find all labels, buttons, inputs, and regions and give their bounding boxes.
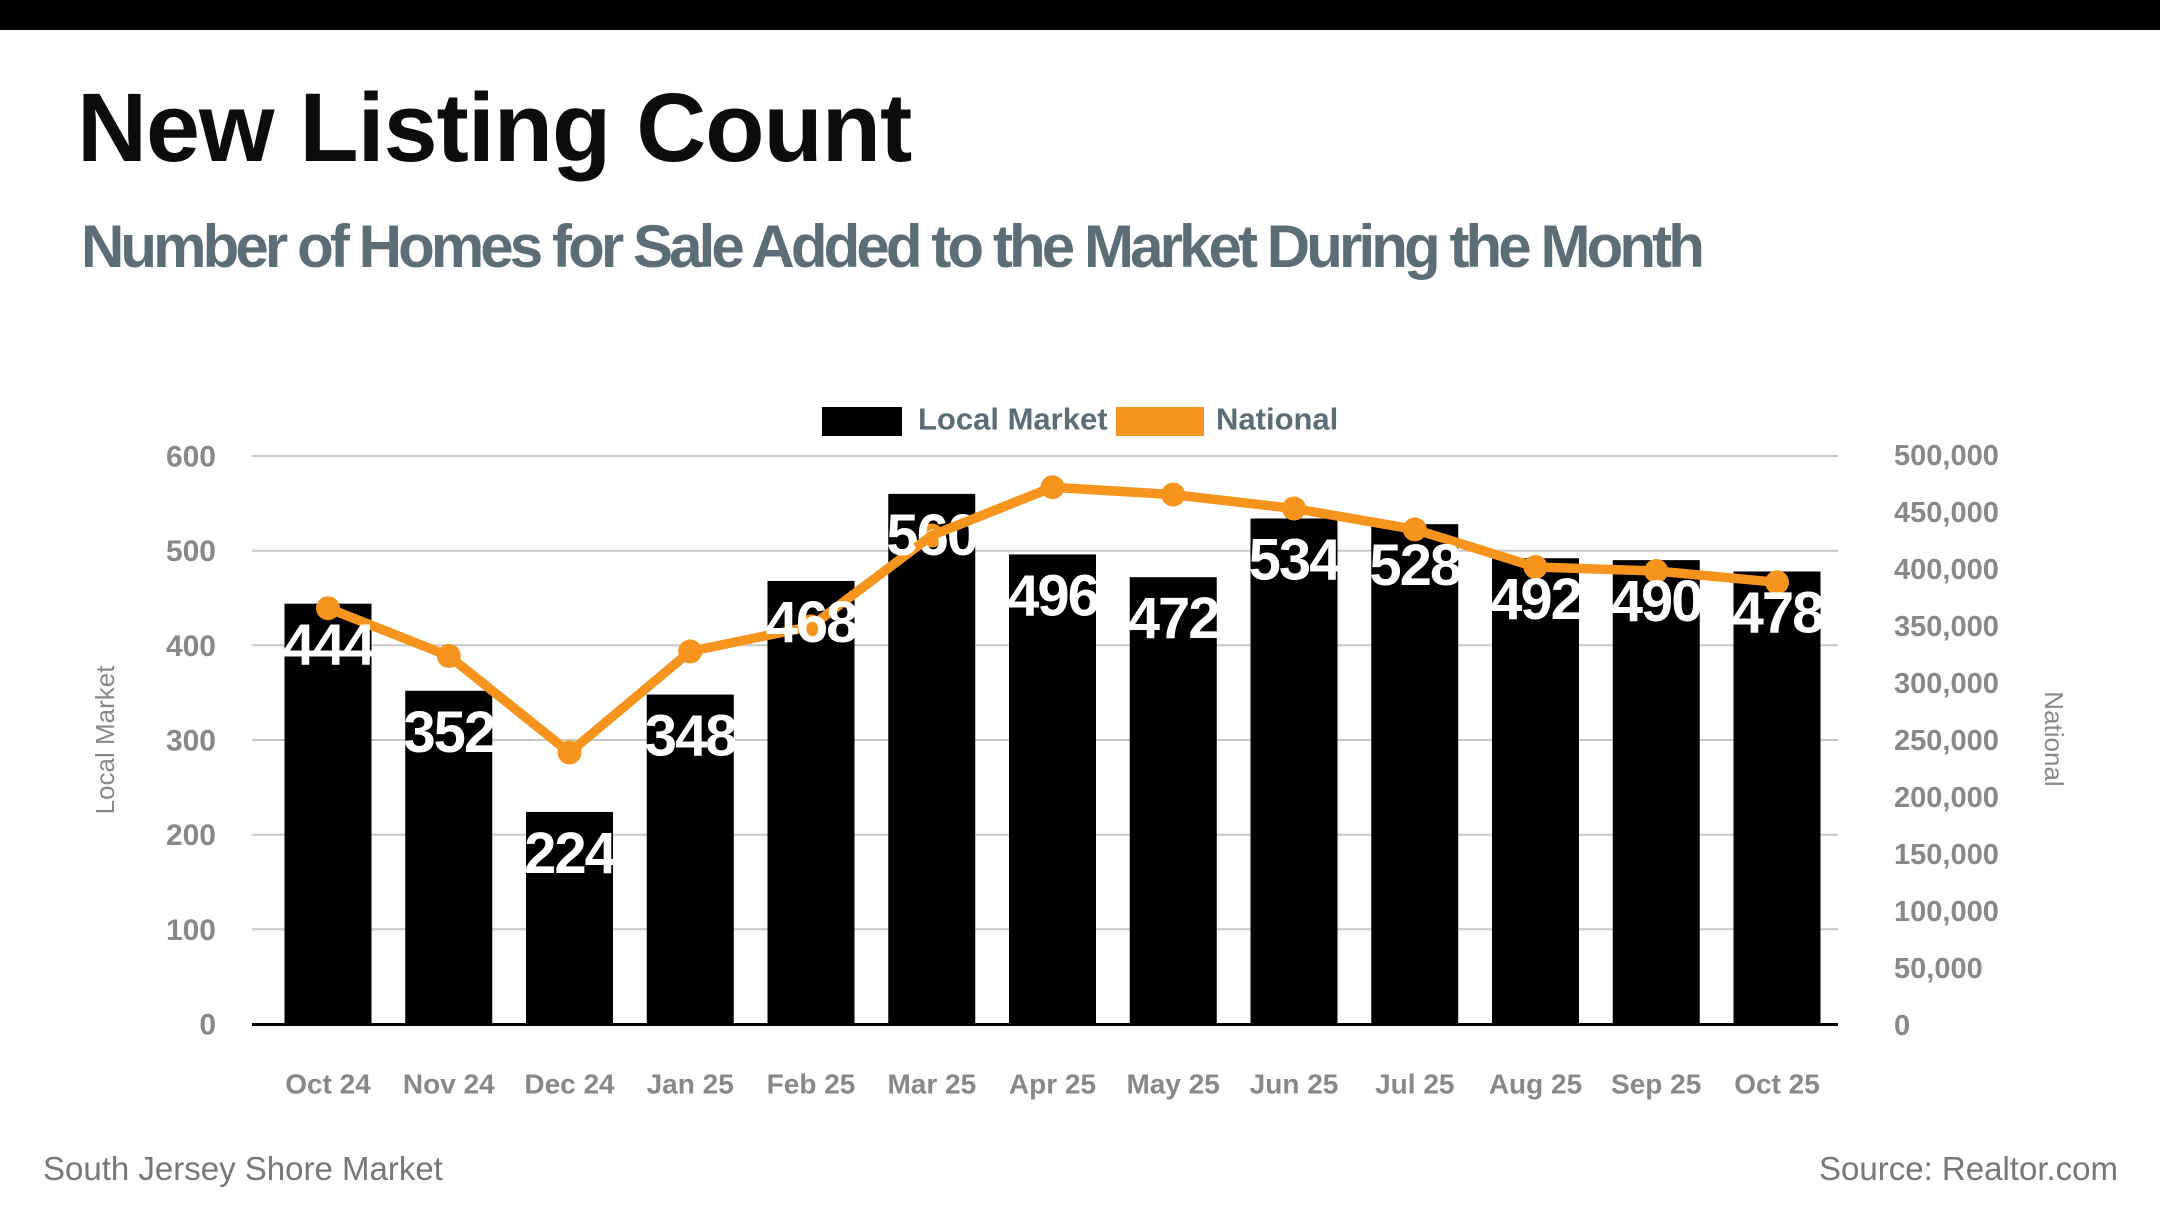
svg-text:348: 348 <box>645 704 737 769</box>
svg-text:444: 444 <box>283 613 376 678</box>
svg-text:Feb 25: Feb 25 <box>767 1069 856 1100</box>
svg-text:224: 224 <box>524 821 617 886</box>
svg-text:Nov 24: Nov 24 <box>403 1069 495 1100</box>
svg-text:500,000: 500,000 <box>1894 440 1999 472</box>
svg-text:May 25: May 25 <box>1126 1069 1219 1100</box>
svg-text:528: 528 <box>1369 533 1461 598</box>
svg-text:Dec 24: Dec 24 <box>524 1069 615 1100</box>
svg-text:Aug 25: Aug 25 <box>1489 1069 1582 1100</box>
svg-text:0: 0 <box>1894 1010 1910 1042</box>
svg-text:400,000: 400,000 <box>1894 554 1999 586</box>
svg-text:300,000: 300,000 <box>1894 668 1999 700</box>
svg-text:400: 400 <box>166 630 216 663</box>
svg-text:534: 534 <box>1249 528 1342 593</box>
svg-text:100,000: 100,000 <box>1894 896 1999 928</box>
svg-text:250,000: 250,000 <box>1894 725 1999 757</box>
svg-text:492: 492 <box>1490 567 1581 632</box>
svg-text:200,000: 200,000 <box>1894 782 1999 814</box>
svg-text:478: 478 <box>1732 581 1824 646</box>
svg-text:200: 200 <box>166 819 216 852</box>
svg-text:Local Market: Local Market <box>918 402 1108 437</box>
svg-text:450,000: 450,000 <box>1894 497 1999 529</box>
svg-text:300: 300 <box>166 725 216 758</box>
svg-text:496: 496 <box>1007 564 1099 629</box>
svg-text:468: 468 <box>766 590 858 655</box>
svg-text:Jun 25: Jun 25 <box>1250 1069 1339 1100</box>
svg-text:490: 490 <box>1611 569 1702 634</box>
svg-text:600: 600 <box>166 441 216 474</box>
svg-text:Local Market: Local Market <box>90 665 120 815</box>
svg-text:National: National <box>1216 402 1338 437</box>
svg-text:472: 472 <box>1128 586 1219 651</box>
svg-text:0: 0 <box>199 1009 216 1042</box>
svg-text:Oct 24: Oct 24 <box>285 1069 371 1100</box>
svg-text:150,000: 150,000 <box>1894 839 1999 871</box>
svg-text:Sep 25: Sep 25 <box>1611 1069 1701 1100</box>
svg-text:50,000: 50,000 <box>1894 953 1983 985</box>
svg-text:100: 100 <box>166 914 216 947</box>
svg-text:350,000: 350,000 <box>1894 611 1999 643</box>
svg-text:Mar 25: Mar 25 <box>887 1069 976 1100</box>
svg-text:National: National <box>2039 691 2069 786</box>
svg-text:Jul 25: Jul 25 <box>1375 1069 1454 1100</box>
svg-text:Oct 25: Oct 25 <box>1734 1069 1820 1100</box>
svg-text:500: 500 <box>166 535 216 568</box>
svg-text:352: 352 <box>403 700 494 765</box>
svg-text:Apr 25: Apr 25 <box>1009 1069 1096 1100</box>
svg-text:Jan 25: Jan 25 <box>647 1069 734 1100</box>
